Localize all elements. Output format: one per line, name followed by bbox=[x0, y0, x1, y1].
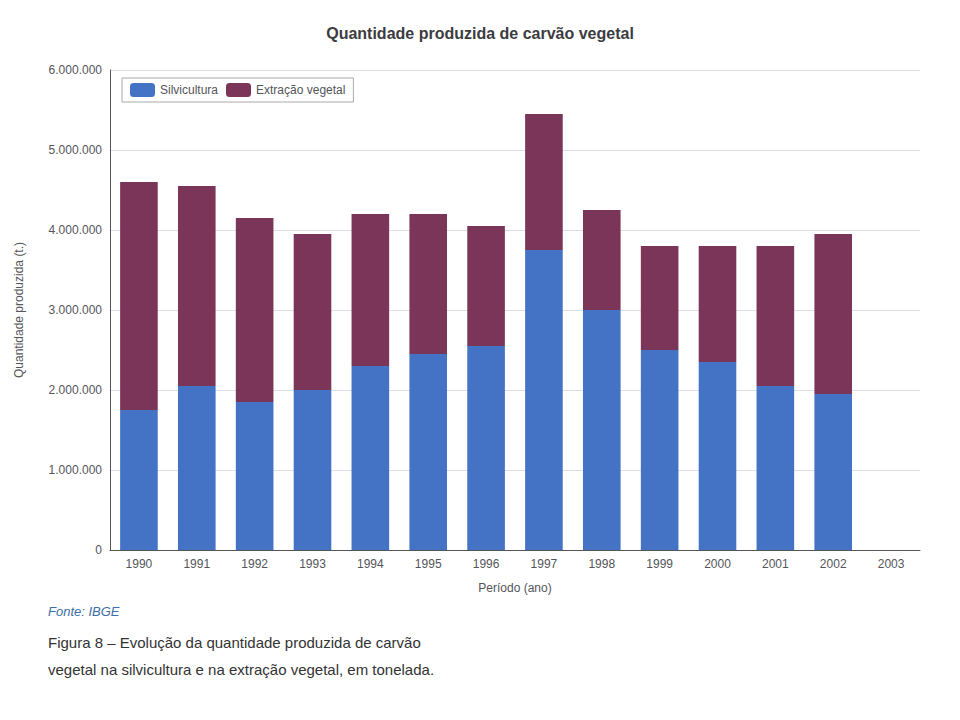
svg-text:2001: 2001 bbox=[762, 557, 789, 571]
svg-text:2000: 2000 bbox=[704, 557, 731, 571]
svg-text:3.000.000: 3.000.000 bbox=[49, 303, 103, 317]
svg-text:1990: 1990 bbox=[126, 557, 153, 571]
svg-text:1992: 1992 bbox=[241, 557, 268, 571]
svg-text:2.000.000: 2.000.000 bbox=[49, 383, 103, 397]
svg-text:Quantidade produzida (t.): Quantidade produzida (t.) bbox=[12, 242, 26, 378]
svg-text:0: 0 bbox=[95, 543, 102, 557]
svg-text:vegetal na silvicultura e na e: vegetal na silvicultura e na extração ve… bbox=[48, 661, 434, 678]
svg-text:Extração vegetal: Extração vegetal bbox=[256, 83, 345, 97]
svg-text:5.000.000: 5.000.000 bbox=[49, 143, 103, 157]
svg-text:1996: 1996 bbox=[473, 557, 500, 571]
svg-text:1995: 1995 bbox=[415, 557, 442, 571]
svg-text:1994: 1994 bbox=[357, 557, 384, 571]
svg-text:2002: 2002 bbox=[820, 557, 847, 571]
svg-text:4.000.000: 4.000.000 bbox=[49, 223, 103, 237]
svg-text:1991: 1991 bbox=[183, 557, 210, 571]
svg-text:1998: 1998 bbox=[588, 557, 615, 571]
svg-text:1999: 1999 bbox=[646, 557, 673, 571]
svg-text:1993: 1993 bbox=[299, 557, 326, 571]
svg-text:6.000.000: 6.000.000 bbox=[49, 63, 103, 77]
svg-text:1997: 1997 bbox=[531, 557, 558, 571]
svg-text:Silvicultura: Silvicultura bbox=[160, 83, 218, 97]
svg-text:1.000.000: 1.000.000 bbox=[49, 463, 103, 477]
svg-text:Figura 8 – Evolução da quantid: Figura 8 – Evolução da quantidade produz… bbox=[48, 634, 421, 651]
svg-text:Fonte: IBGE: Fonte: IBGE bbox=[48, 604, 120, 619]
svg-text:Período (ano): Período (ano) bbox=[478, 581, 551, 595]
svg-text:2003: 2003 bbox=[878, 557, 905, 571]
svg-text:Quantidade produzida de carvão: Quantidade produzida de carvão vegetal bbox=[326, 25, 634, 42]
